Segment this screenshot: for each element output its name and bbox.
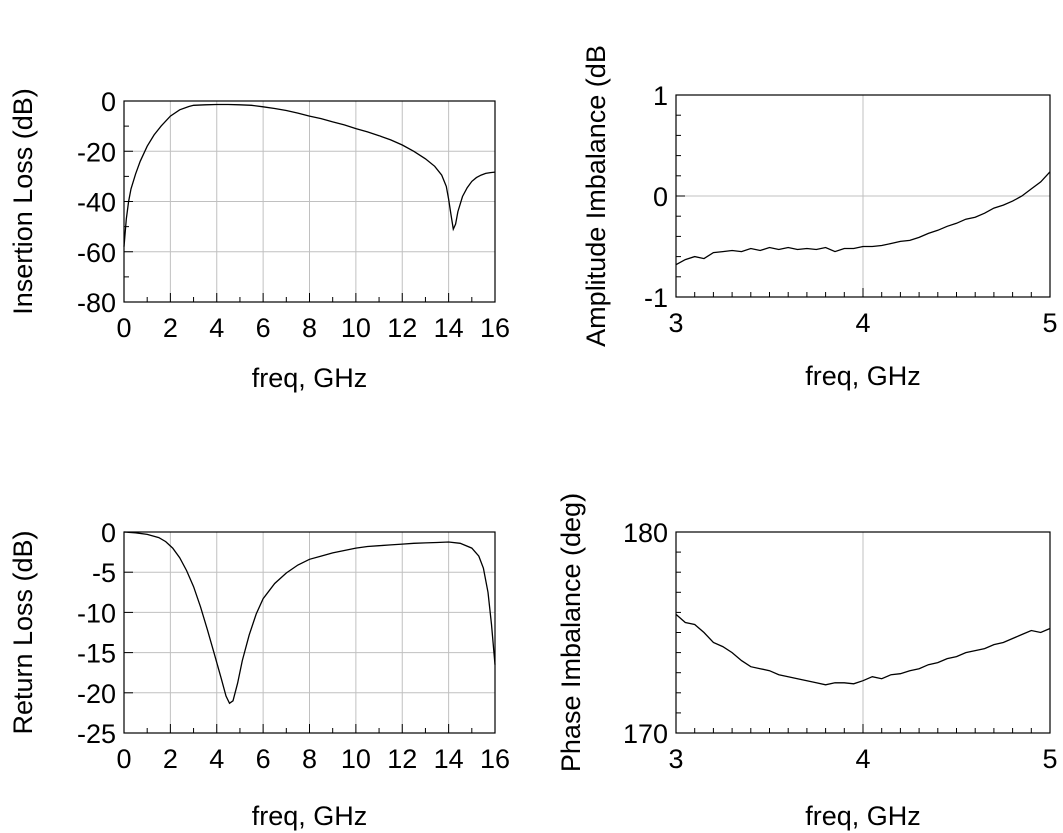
x-tick-label: 2 xyxy=(163,744,178,774)
y-tick-label: 180 xyxy=(623,518,668,548)
y-tick-label: -15 xyxy=(77,639,116,669)
x-tick-label: 8 xyxy=(302,744,317,774)
x-tick-label: 10 xyxy=(341,744,371,774)
x-tick-label: 4 xyxy=(209,744,224,774)
y-tick-label: 0 xyxy=(101,87,116,117)
y-tick-label: -80 xyxy=(77,288,116,318)
x-tick-label: 6 xyxy=(256,313,271,343)
y-tick-label: 1 xyxy=(653,81,668,111)
x-axis-title: freq, GHz xyxy=(252,363,368,393)
return-loss-chart: 0 2 4 6 8 10 12 14 16 0 -5 -10 -15 -20 -25 freq, GHz Ret… xyxy=(8,518,510,831)
y-axis-title: Insertion Loss (dB) xyxy=(8,88,38,315)
amplitude-imbalance-chart: 3 4 5 1 0 -1 freq, GHz Amplitude Imbalance (dB xyxy=(581,45,1058,391)
phase-imbalance-chart: 3 4 5 180 170 freq, GHz Phase Imbalance (deg) xyxy=(556,493,1058,831)
y-tick-label: 170 xyxy=(623,719,668,749)
x-tick-label: 14 xyxy=(434,744,464,774)
y-tick-label: -5 xyxy=(92,558,116,588)
x-tick-label: 8 xyxy=(302,313,317,343)
x-tick-label: 16 xyxy=(480,313,510,343)
x-tick-label: 4 xyxy=(855,744,870,774)
x-tick-label: 3 xyxy=(668,744,683,774)
x-tick-label: 6 xyxy=(256,744,271,774)
y-tick-label: -40 xyxy=(77,188,116,218)
x-tick-label: 0 xyxy=(116,744,131,774)
y-axis-title: Amplitude Imbalance (dB xyxy=(581,45,611,347)
x-tick-label: 4 xyxy=(855,308,870,338)
y-axis-title: Return Loss (dB) xyxy=(8,530,38,734)
x-tick-label: 2 xyxy=(163,313,178,343)
y-tick-label: -20 xyxy=(77,679,116,709)
x-tick-label: 14 xyxy=(434,313,464,343)
y-tick-label: 0 xyxy=(653,182,668,212)
y-tick-label: -10 xyxy=(77,598,116,628)
y-tick-label: -25 xyxy=(77,719,116,749)
x-tick-label: 4 xyxy=(209,313,224,343)
x-tick-label: 10 xyxy=(341,313,371,343)
return-loss-series-line xyxy=(123,531,496,705)
x-tick-label: 0 xyxy=(116,313,131,343)
x-tick-label: 5 xyxy=(1042,744,1057,774)
x-axis-title: freq, GHz xyxy=(805,801,921,831)
y-axis-title: Phase Imbalance (deg) xyxy=(556,493,586,772)
amplitude-imbalance-series-line xyxy=(675,171,1051,266)
y-tick-label: 0 xyxy=(101,518,116,548)
x-tick-label: 12 xyxy=(387,313,417,343)
x-axis-title: freq, GHz xyxy=(252,801,368,831)
insertion-loss-chart: 0 2 4 6 8 10 12 14 16 0 -20 -40 -60 -80 freq, GHz Inser… xyxy=(8,87,510,393)
insertion-loss-series-line xyxy=(123,103,496,247)
y-tick-label: -20 xyxy=(77,137,116,167)
x-tick-label: 16 xyxy=(480,744,510,774)
y-tick-label: -60 xyxy=(77,238,116,268)
y-tick-label: -1 xyxy=(644,283,668,313)
x-tick-label: 12 xyxy=(387,744,417,774)
x-axis-title: freq, GHz xyxy=(805,361,921,391)
x-tick-label: 5 xyxy=(1042,308,1057,338)
x-tick-label: 3 xyxy=(668,308,683,338)
phase-imbalance-series-line xyxy=(675,613,1051,686)
